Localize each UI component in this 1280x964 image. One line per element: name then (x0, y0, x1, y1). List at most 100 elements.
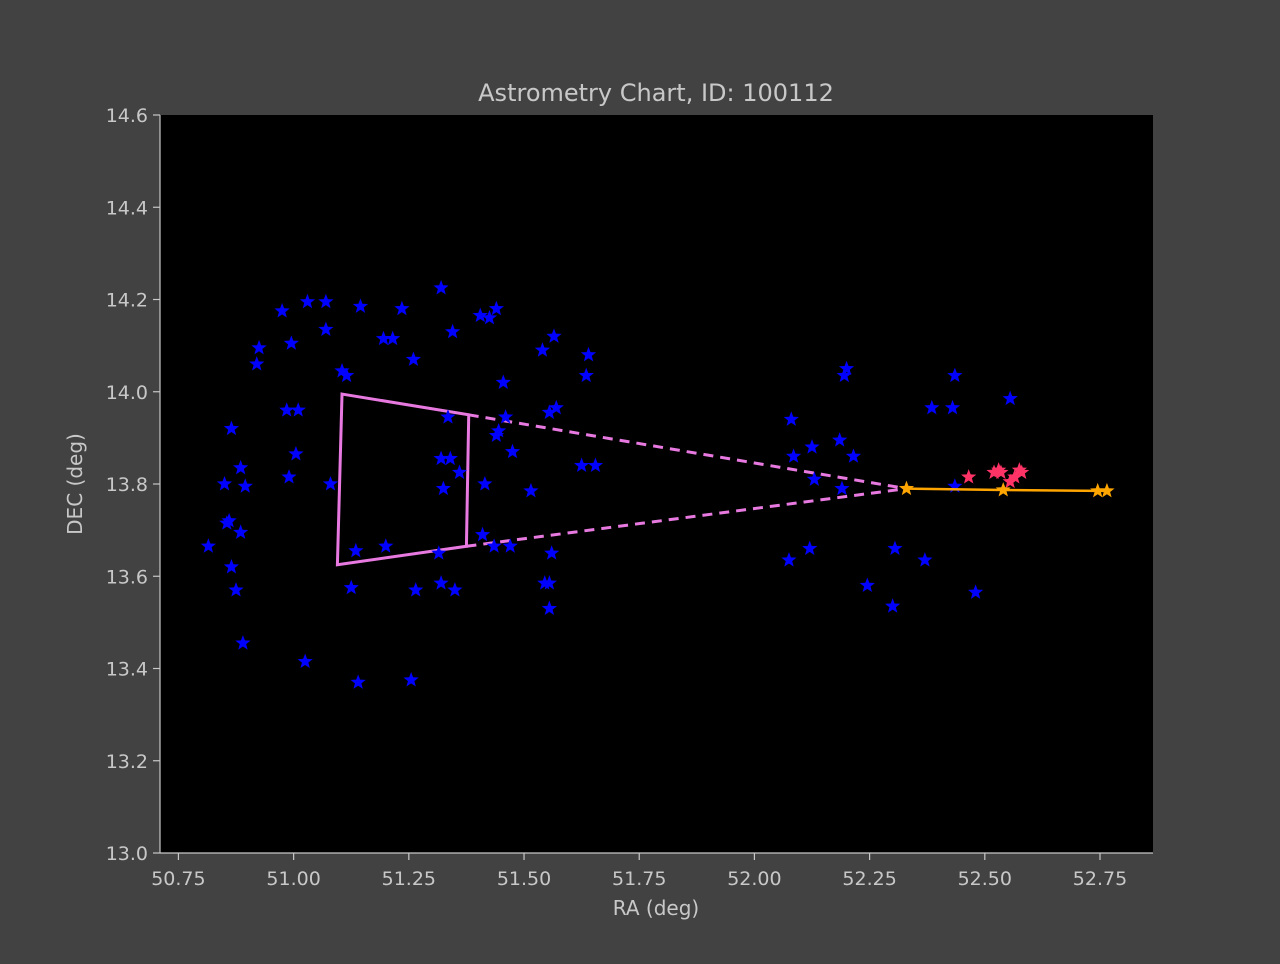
star-marker (375, 330, 392, 346)
star-marker (249, 356, 265, 371)
star-marker (477, 476, 493, 491)
star-marker (1011, 462, 1027, 477)
star-marker (806, 471, 822, 486)
y-axis-label: DEC (deg) (63, 433, 87, 535)
star-marker (887, 540, 903, 556)
star-marker (378, 538, 394, 553)
y-tick-label: 14.2 (106, 290, 148, 312)
star-marker (845, 448, 862, 463)
y-tick-label: 13.6 (106, 566, 148, 588)
star-marker (541, 600, 557, 616)
star-marker (297, 653, 313, 669)
star-marker (474, 526, 491, 542)
track-line (906, 487, 1107, 493)
star-marker (924, 399, 940, 415)
star-marker (785, 448, 802, 463)
y-tick-label: 14.0 (106, 382, 148, 404)
star-marker (352, 298, 369, 313)
star-marker (447, 582, 463, 597)
x-tick-label: 50.75 (151, 868, 205, 890)
star-marker (587, 457, 604, 473)
star-marker (442, 450, 458, 466)
star-marker (200, 538, 216, 553)
star-marker (281, 469, 297, 484)
star-marker (405, 351, 422, 366)
star-marker (223, 420, 240, 436)
star-marker (832, 432, 848, 447)
star-marker (233, 524, 249, 539)
star-marker (486, 538, 502, 553)
star-marker (802, 540, 818, 556)
star-marker (502, 538, 518, 553)
star-marker (348, 542, 364, 558)
star-marker (343, 579, 359, 595)
star-marker (444, 323, 461, 339)
star-marker (288, 446, 304, 461)
star-marker (523, 482, 539, 498)
x-tick-label: 52.00 (727, 868, 781, 890)
star-marker (223, 559, 240, 574)
star-marker (804, 439, 820, 454)
star-marker (1090, 482, 1106, 498)
x-tick-label: 51.75 (612, 868, 666, 890)
star-marker (993, 464, 1009, 479)
fov-projection-line (466, 487, 907, 548)
star-marker (838, 360, 855, 376)
star-marker (350, 674, 366, 689)
star-marker (947, 478, 963, 493)
star-marker (986, 464, 1002, 479)
star-marker (1002, 473, 1018, 489)
star-marker (237, 478, 253, 493)
star-marker (403, 672, 419, 687)
star-marker (433, 279, 449, 295)
star-marker (885, 598, 901, 613)
y-tick-label: 13.0 (106, 843, 148, 865)
fov-projection-line (468, 413, 907, 491)
star-marker (1002, 390, 1018, 406)
axes: 50.75 51.00 51.25 51.50 51.75 52.00 52.25 52.50… (106, 105, 1153, 890)
star-marker (947, 367, 963, 383)
star-marker (574, 457, 590, 473)
star-marker (991, 462, 1007, 477)
star-marker (541, 404, 557, 419)
star-marker (898, 480, 915, 496)
star-marker (534, 342, 551, 357)
star-marker (299, 293, 316, 309)
star-marker (834, 480, 850, 496)
star-marker (836, 367, 852, 383)
star-marker (322, 476, 339, 491)
star-marker (781, 552, 797, 567)
x-tick-label: 52.75 (1073, 868, 1127, 890)
star-marker (435, 480, 451, 496)
star-marker (318, 321, 334, 336)
y-tick-label: 14.4 (106, 197, 148, 219)
plot-area (160, 115, 1153, 853)
y-tick-label: 13.4 (106, 659, 148, 681)
star-marker (394, 300, 410, 316)
star-marker (472, 307, 488, 323)
x-tick-label: 51.25 (382, 868, 436, 890)
star-marker (491, 422, 507, 438)
star-marker (481, 309, 498, 325)
x-axis-label: RA (deg) (613, 896, 699, 920)
star-marker (859, 577, 875, 592)
star-marker (334, 362, 350, 378)
star-marker (283, 335, 299, 350)
star-marker (339, 367, 355, 383)
star-marker (251, 339, 267, 355)
star-marker (578, 367, 594, 383)
y-tick-label: 13.8 (106, 474, 148, 496)
star-marker (385, 330, 401, 346)
star-marker (221, 512, 237, 528)
star-marker (451, 464, 468, 479)
star-marker (233, 459, 249, 475)
star-marker (216, 476, 233, 491)
star-marker (504, 443, 521, 459)
star-marker (546, 328, 562, 343)
star-marker (783, 411, 799, 426)
star-marker (433, 575, 449, 590)
star-marker (274, 303, 290, 318)
fov-overlay (335, 392, 907, 567)
